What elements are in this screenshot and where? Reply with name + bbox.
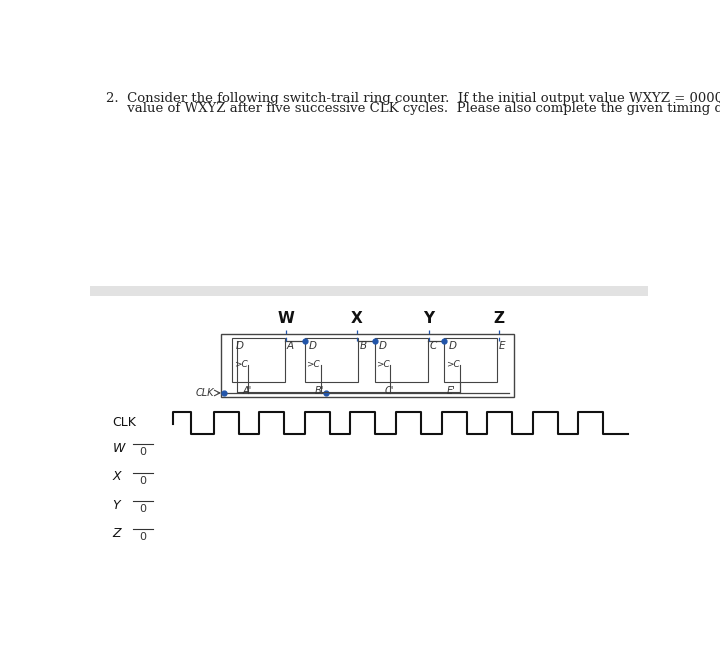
Text: W: W (112, 442, 125, 455)
Text: 0: 0 (140, 476, 146, 486)
Text: A': A' (243, 386, 251, 396)
Text: >C: >C (307, 361, 320, 369)
Text: W: W (278, 311, 295, 326)
Text: Y: Y (112, 499, 120, 512)
Text: C': C' (384, 386, 394, 396)
Text: value of WXYZ after five successive CLK cycles.  Please also complete the given : value of WXYZ after five successive CLK … (106, 102, 720, 115)
Text: X: X (351, 311, 363, 326)
Bar (305, 338, 358, 381)
Text: B': B' (315, 386, 324, 396)
Text: Y: Y (423, 311, 434, 326)
Text: D: D (236, 341, 244, 351)
Text: D: D (379, 341, 387, 351)
Text: 0: 0 (140, 504, 146, 514)
Text: A: A (287, 341, 294, 351)
Text: CLK: CLK (196, 388, 215, 398)
Text: >C: >C (446, 361, 460, 369)
Text: D: D (449, 341, 456, 351)
Bar (444, 338, 498, 381)
Bar (233, 338, 285, 381)
Text: 2.  Consider the following switch-trail ring counter.  If the initial output val: 2. Consider the following switch-trail r… (106, 92, 720, 104)
Bar (221, 334, 514, 397)
Bar (374, 338, 428, 381)
Text: >C: >C (234, 361, 248, 369)
Text: >C: >C (377, 361, 390, 369)
Bar (90, 286, 648, 296)
Text: E': E' (447, 386, 456, 396)
Text: 0: 0 (140, 533, 146, 542)
Text: X: X (112, 470, 121, 484)
Text: Z: Z (112, 527, 121, 540)
Text: E: E (499, 341, 505, 351)
Text: 0: 0 (140, 447, 146, 457)
Text: B: B (359, 341, 366, 351)
Text: D: D (309, 341, 317, 351)
Text: CLK: CLK (112, 416, 136, 429)
Text: C: C (429, 341, 436, 351)
Text: Z: Z (493, 311, 505, 326)
